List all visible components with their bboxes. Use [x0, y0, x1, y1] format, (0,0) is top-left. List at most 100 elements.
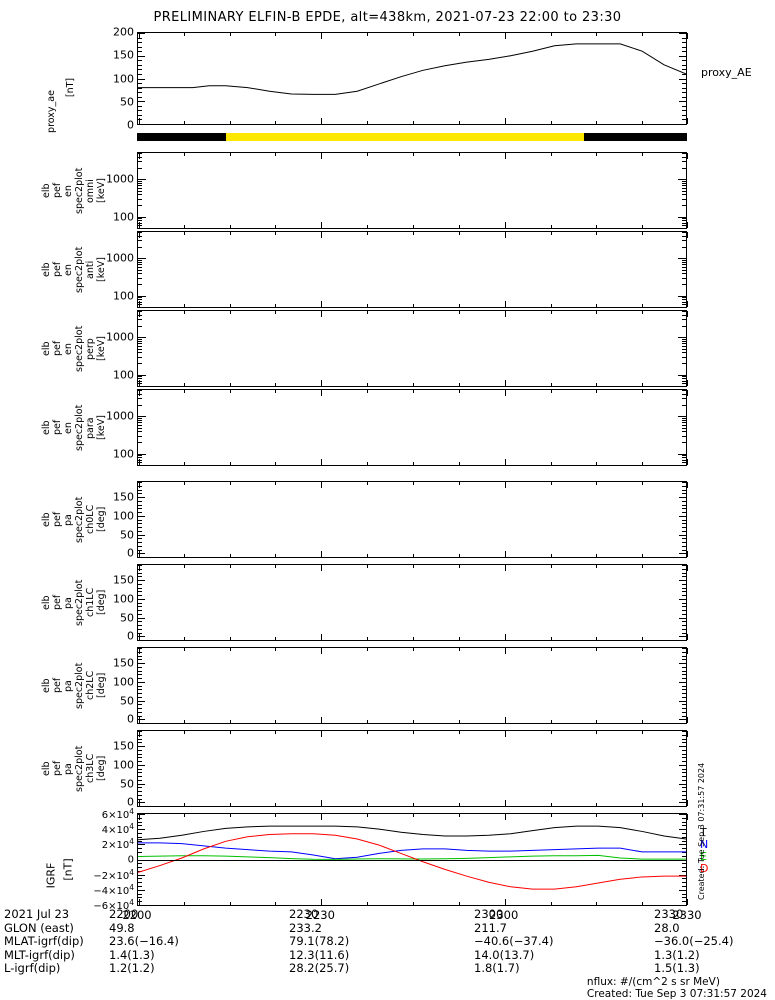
axis-title-elb_pef_pa_spec2plot_ch1LC-word-3: spec2plot	[74, 579, 85, 626]
x-minor-tick	[642, 565, 644, 568]
y-minor-tick	[138, 685, 142, 687]
created-stamp-vertical: Created: Tue Sep 3 07:31:57 2024	[697, 762, 706, 900]
y-minor-tick	[138, 848, 142, 850]
y-minor-tick	[682, 704, 686, 706]
plot-area-igrf	[138, 825, 686, 890]
x-major-tick	[321, 482, 323, 488]
x-minor-tick	[596, 814, 598, 817]
y-minor-tick	[682, 776, 686, 777]
y-major-tick	[679, 783, 686, 785]
y-minor-tick	[138, 352, 142, 354]
axis-title-elb_pef_en_spec2plot_anti-word-3: spec2plot	[74, 246, 85, 293]
ytick-igrf-base-2: 2×10	[101, 840, 130, 852]
x-tick-label-0: 2200	[122, 908, 152, 922]
igrf-legend-item-t: T	[700, 827, 708, 839]
x-minor-tick	[413, 390, 414, 393]
y-major-tick	[679, 515, 686, 517]
x-minor-tick	[596, 902, 598, 905]
y-minor-tick	[138, 284, 142, 286]
y-minor-tick	[138, 60, 142, 62]
y-minor-tick	[682, 632, 686, 634]
metadata-time-3: 2330	[654, 907, 684, 921]
y-minor-tick	[138, 404, 142, 406]
axis-title-elb_pef_pa_spec2plot_ch1LC-word-0: elb	[41, 595, 52, 610]
y-minor-tick	[682, 319, 686, 321]
y-minor-tick	[682, 538, 686, 540]
x-minor-tick	[183, 482, 185, 485]
y-minor-tick	[682, 311, 686, 312]
y-minor-tick	[138, 549, 142, 551]
x-minor-tick	[458, 565, 460, 568]
y-minor-tick	[138, 821, 142, 823]
x-minor-tick	[275, 565, 277, 568]
igrf-legend: T N E D	[700, 827, 708, 875]
y-major-tick	[679, 844, 686, 846]
x-minor-tick	[642, 648, 644, 651]
x-minor-tick	[275, 383, 277, 386]
ytick-igrf-4: −2×104	[78, 867, 134, 881]
series-T	[138, 825, 686, 841]
y-major-tick	[138, 337, 146, 339]
y-minor-tick	[682, 398, 686, 400]
orbit-bar-segment-1	[225, 133, 584, 141]
y-minor-tick	[682, 651, 686, 653]
y-minor-tick	[138, 431, 142, 433]
x-major-tick	[504, 814, 506, 820]
axis-title-proxy-ae-line-1: [nT]	[65, 77, 77, 98]
y-major-tick	[138, 636, 145, 638]
ytick-igrf-exponent-0: 4	[129, 806, 134, 816]
x-major-tick	[321, 301, 323, 307]
y-minor-tick	[138, 218, 142, 220]
y-minor-tick	[138, 442, 142, 444]
x-minor-tick	[413, 121, 414, 124]
y-minor-tick	[682, 393, 686, 395]
y-minor-tick	[682, 83, 686, 85]
metadata-l-3: 1.5(1.3)	[654, 961, 700, 975]
y-minor-tick	[682, 648, 686, 649]
y-minor-tick	[138, 390, 142, 391]
metadata-l-2: 1.8(1.7)	[474, 961, 520, 975]
x-minor-tick	[413, 311, 414, 314]
y-minor-tick	[138, 182, 142, 184]
y-minor-tick	[138, 538, 142, 540]
x-major-tick	[139, 565, 140, 571]
y-minor-tick	[682, 542, 686, 543]
x-major-tick	[504, 899, 506, 905]
y-minor-tick	[682, 304, 686, 306]
y-minor-tick	[682, 659, 686, 661]
y-minor-tick	[138, 670, 142, 672]
x-major-tick	[321, 311, 323, 317]
x-minor-tick	[275, 720, 277, 723]
y-minor-tick	[682, 655, 686, 657]
ytick-elb_pef_pa_spec2plot_ch3LC-2: 100	[113, 758, 134, 772]
y-minor-tick	[682, 549, 686, 551]
y-minor-tick	[682, 37, 686, 39]
x-minor-tick	[458, 311, 460, 314]
y-minor-tick	[138, 772, 142, 774]
x-major-tick	[504, 565, 506, 571]
x-minor-tick	[642, 902, 644, 905]
y-minor-tick	[138, 886, 142, 888]
x-minor-tick	[596, 311, 598, 314]
x-minor-tick	[596, 121, 598, 124]
y-minor-tick	[682, 198, 686, 200]
y-minor-tick	[682, 523, 686, 525]
x-major-tick	[321, 899, 323, 905]
ytick-igrf-exponent-1: 4	[129, 821, 134, 831]
x-minor-tick	[183, 902, 185, 905]
metadata-label-l: L-igrf(dip)	[4, 961, 61, 975]
x-minor-tick	[367, 648, 369, 651]
y-minor-tick	[138, 761, 142, 762]
y-minor-tick	[138, 314, 142, 316]
y-minor-tick	[682, 794, 686, 796]
x-minor-tick	[367, 482, 369, 485]
y-minor-tick	[682, 493, 686, 495]
y-minor-tick	[682, 678, 686, 679]
ytick-proxy-ae-2: 100	[113, 72, 134, 85]
y-minor-tick	[138, 825, 142, 827]
y-minor-tick	[682, 825, 686, 827]
series-N	[138, 842, 686, 860]
y-minor-tick	[138, 378, 142, 380]
x-minor-tick	[229, 814, 231, 817]
x-minor-tick	[550, 462, 552, 465]
